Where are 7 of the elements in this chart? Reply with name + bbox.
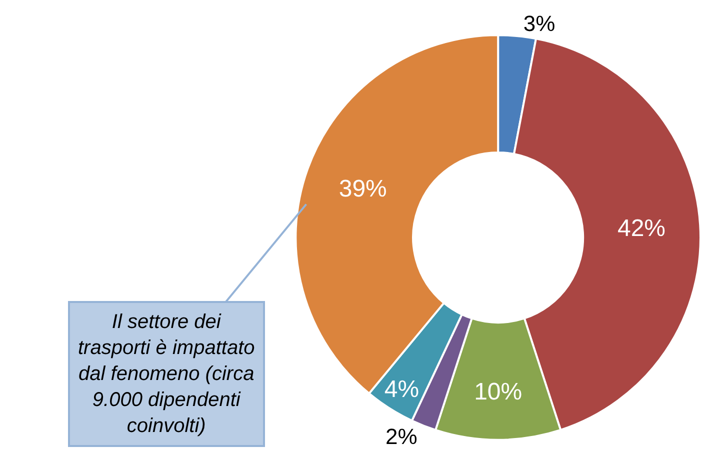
data-label: 10%: [474, 378, 522, 406]
text: Il settore dei trasporti è impattato dal fenomeno (circa 9.000 dipendenti coinvolti): [78, 311, 255, 437]
data-label: 42%: [617, 214, 666, 242]
data-label: 39%: [338, 175, 387, 202]
data-label: 2%: [386, 424, 418, 449]
data-label: 3%: [523, 11, 556, 36]
data-label: 4%: [384, 376, 420, 403]
